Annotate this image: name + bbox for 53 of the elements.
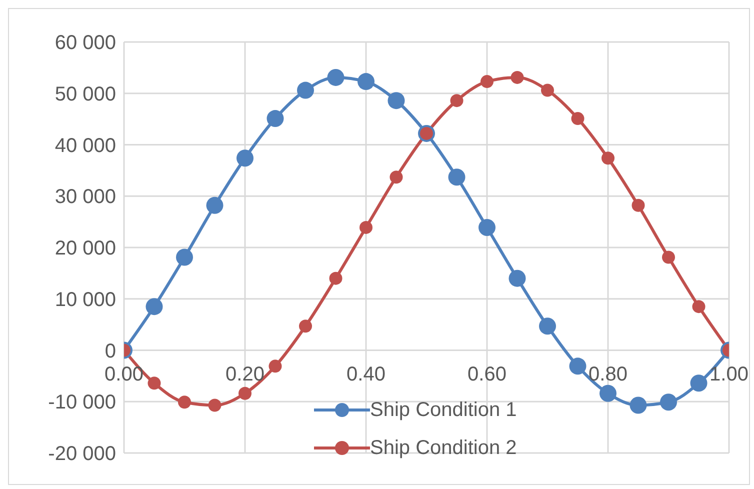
y-tick-label: 30 000 xyxy=(54,186,116,208)
legend-label: Ship Condition 2 xyxy=(370,436,517,460)
point xyxy=(571,112,584,126)
point xyxy=(268,360,282,373)
point xyxy=(508,270,526,287)
point xyxy=(539,318,556,335)
x-tick-label: 0.60 xyxy=(468,363,506,386)
point xyxy=(358,73,374,90)
legend-label: Ship Condition 1 xyxy=(370,398,517,422)
x-tick-label: 0.80 xyxy=(588,363,628,386)
point xyxy=(480,75,494,88)
y-tick-label: 50 000 xyxy=(54,83,116,106)
point xyxy=(238,386,252,400)
point xyxy=(266,110,284,128)
point xyxy=(632,198,645,212)
point xyxy=(146,298,163,316)
point xyxy=(569,358,586,375)
point xyxy=(602,152,614,165)
point xyxy=(178,396,191,409)
y-tick-label: 0 xyxy=(104,340,116,362)
point xyxy=(660,394,677,411)
point xyxy=(450,94,464,108)
point xyxy=(208,398,222,412)
point xyxy=(662,250,675,264)
point xyxy=(630,396,647,414)
point xyxy=(541,84,554,97)
y-tick-label: 60 000 xyxy=(54,32,116,54)
point xyxy=(510,70,524,84)
point xyxy=(206,196,224,214)
x-tick-label: 0.00 xyxy=(104,363,144,386)
point xyxy=(692,300,706,314)
x-tick-label: 0.40 xyxy=(346,363,386,386)
y-tick-label: -10 000 xyxy=(48,392,116,414)
y-tick-label: 20 000 xyxy=(54,238,116,260)
y-tick-label: 10 000 xyxy=(54,288,116,311)
point xyxy=(388,92,405,110)
point xyxy=(478,218,496,236)
point xyxy=(690,374,708,392)
point xyxy=(390,170,403,184)
point xyxy=(176,248,193,266)
point xyxy=(297,82,314,99)
point xyxy=(299,320,312,333)
x-tick-label: 0.20 xyxy=(226,363,264,386)
point xyxy=(148,376,161,390)
x-tick-label: 1.00 xyxy=(710,363,748,386)
point xyxy=(329,272,342,285)
y-tick-label: 40 000 xyxy=(54,134,116,157)
point xyxy=(448,168,466,186)
point xyxy=(236,150,254,167)
point xyxy=(600,384,616,402)
y-tick-label: -20 000 xyxy=(48,443,116,466)
point xyxy=(360,220,372,234)
point xyxy=(327,68,344,86)
